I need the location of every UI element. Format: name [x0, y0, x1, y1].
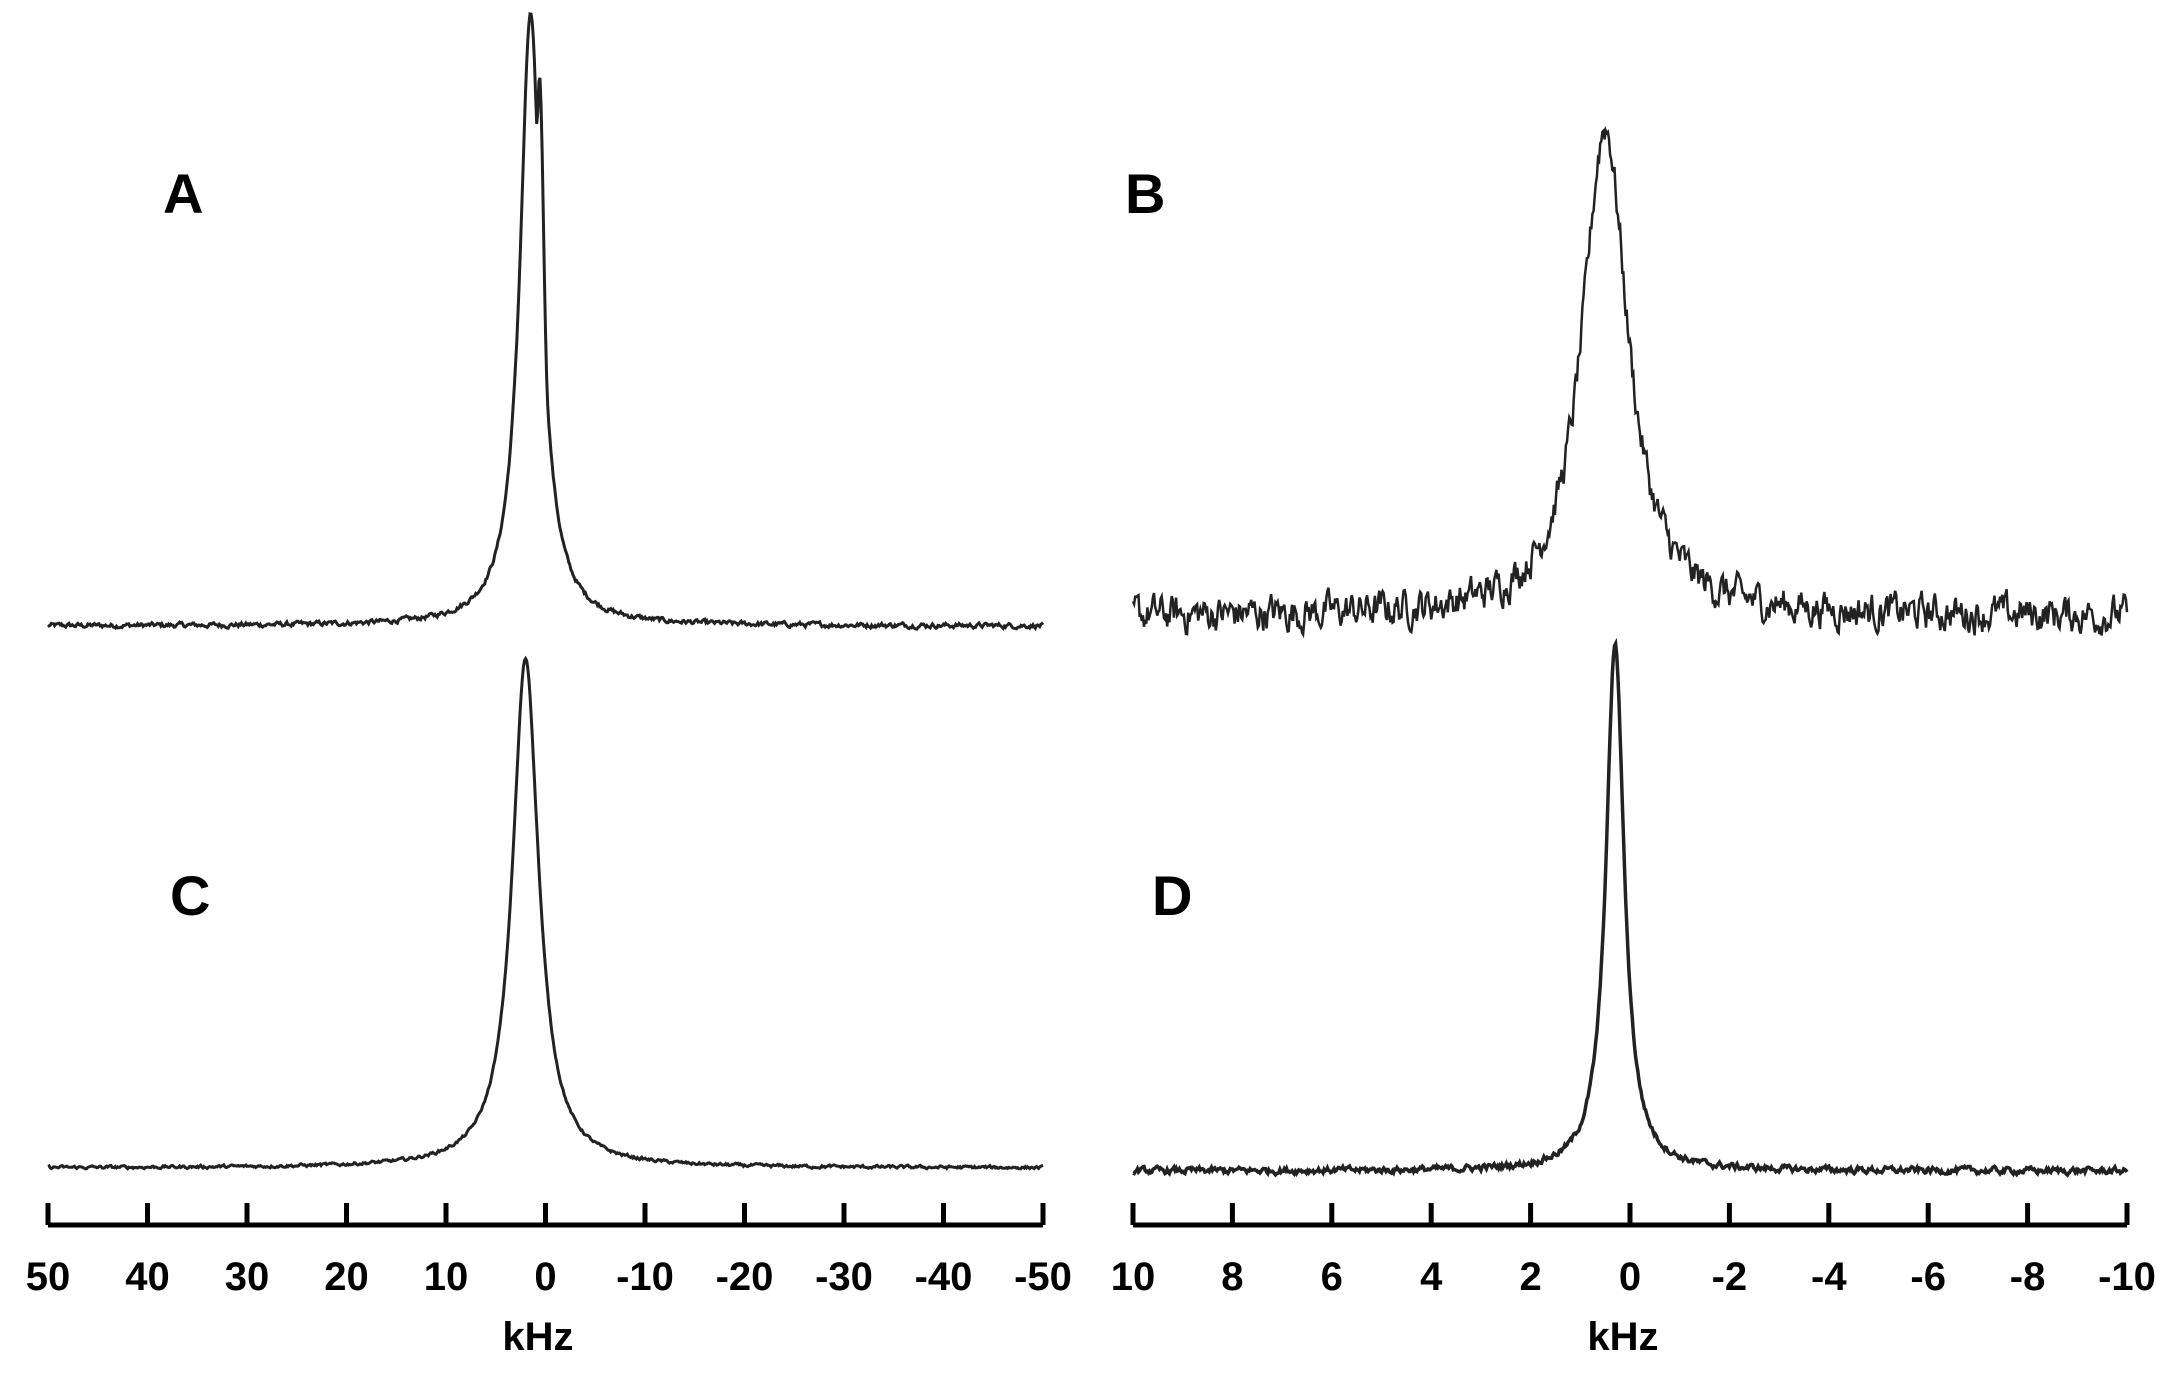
- x-axis-label-right: kHz: [1587, 1315, 1658, 1359]
- x-axis-right: 10 8 6 4 2 0 -2 -4 -6 -8 -10: [1111, 1203, 2156, 1299]
- left-tick-label: 30: [225, 1255, 270, 1299]
- right-tick-label: -10: [2098, 1255, 2156, 1299]
- left-tick-label: 10: [424, 1255, 469, 1299]
- panel-label-d: D: [1152, 864, 1192, 927]
- x-axis-label-left: kHz: [502, 1315, 573, 1359]
- right-tick-label: -8: [2010, 1255, 2046, 1299]
- right-tick-label: 2: [1519, 1255, 1541, 1299]
- right-tick-label: -2: [1712, 1255, 1748, 1299]
- right-tick-label: 0: [1619, 1255, 1641, 1299]
- left-tick-label: -30: [815, 1255, 873, 1299]
- spectrum-trace-c: [47, 655, 1044, 1171]
- panel-label-c: C: [170, 864, 210, 927]
- left-tick-label: -10: [616, 1255, 674, 1299]
- right-tick-label: -4: [1811, 1255, 1847, 1299]
- left-tick-label: 20: [324, 1255, 369, 1299]
- left-tick-label: 50: [26, 1255, 71, 1299]
- panel-label-a: A: [163, 162, 203, 225]
- left-tick-label: -50: [1014, 1255, 1072, 1299]
- right-tick-label: 6: [1321, 1255, 1343, 1299]
- x-axis-left: 50 40 30 20 10 0 -10 -20 -30 -40 -50: [26, 1203, 1072, 1299]
- panel-label-b: B: [1125, 162, 1165, 225]
- right-tick-label: -6: [1910, 1255, 1946, 1299]
- left-tick-label: -20: [716, 1255, 774, 1299]
- spectrum-trace-a: [46, 12, 1045, 632]
- spectrum-trace-d: [1132, 637, 2129, 1178]
- left-tick-label: -40: [915, 1255, 973, 1299]
- spectrum-trace-b: [1131, 125, 2129, 639]
- right-tick-label: 8: [1221, 1255, 1243, 1299]
- right-tick-label: 10: [1111, 1255, 1156, 1299]
- right-tick-label: 4: [1420, 1255, 1443, 1299]
- left-tick-label: 0: [534, 1255, 556, 1299]
- left-tick-label: 40: [125, 1255, 170, 1299]
